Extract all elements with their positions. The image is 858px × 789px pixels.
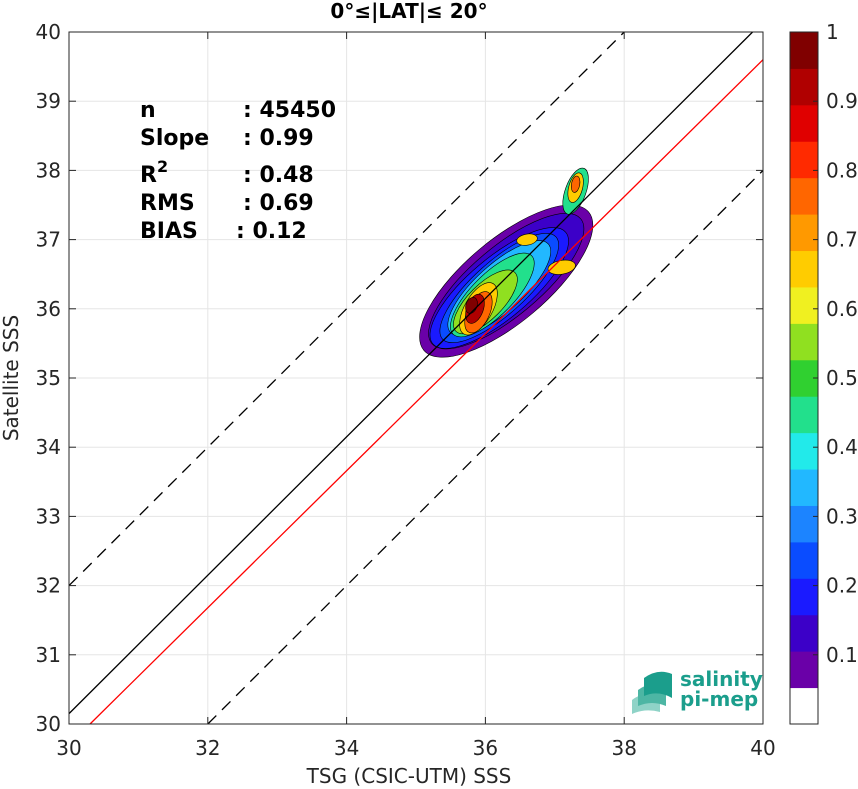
reference-lines (68, 31, 764, 725)
density-contour (547, 259, 576, 275)
stat-label: RMS (140, 191, 195, 216)
colorbar-tick-label: 0.9 (826, 89, 858, 113)
x-tick-label: 34 (334, 736, 359, 760)
colorbar-segment (790, 323, 818, 361)
y-tick-label: 35 (36, 366, 61, 390)
fit-line (89, 59, 764, 725)
x-tick-label: 36 (473, 736, 498, 760)
y-axis-label: Satellite SSS (0, 315, 23, 441)
logo-line2: pi-mep (680, 687, 758, 711)
y-tick-label: 37 (36, 228, 61, 252)
colorbar-segment (790, 505, 818, 543)
x-tick-label: 40 (750, 736, 775, 760)
y-axis-ticks: 30 31 32 33 34 35 36 37 38 39 40 (36, 20, 763, 736)
stat-value: : 0.12 (236, 219, 307, 244)
y-tick-label: 38 (36, 158, 61, 182)
colorbar-segment (790, 614, 818, 652)
colorbar-tick-label: 0.8 (826, 158, 858, 182)
colorbar-segment (790, 32, 818, 69)
logo-line1: salinity (680, 667, 763, 691)
stat-label: n (140, 98, 156, 123)
colorbar-segment (790, 432, 818, 470)
colorbar-tick-label: 0.1 (826, 643, 858, 667)
colorbar-segment (790, 250, 818, 288)
grid (69, 32, 763, 724)
chart-title: 0°≤|LAT|≤ 20° (330, 0, 487, 23)
colorbar-tick-label: 1 (826, 20, 839, 44)
colorbar-tick-label: 0.6 (826, 297, 858, 321)
colorbar-ticks: 0.1 0.2 0.3 0.4 0.5 0.6 0.7 0.8 0.9 1 (813, 20, 858, 667)
colorbar-segment (790, 651, 818, 689)
colorbar-segment (790, 141, 818, 179)
colorbar-tick-label: 0.5 (826, 366, 858, 390)
colorbar-segment (790, 469, 818, 506)
stat-value: : 0.99 (243, 126, 314, 151)
colorbar-segment (790, 687, 818, 725)
stat-label: R2 (140, 157, 168, 188)
stat-label: BIAS (140, 219, 198, 244)
colorbar-segment (790, 286, 818, 324)
colorbar-segment (790, 396, 818, 434)
colorbar-segment (790, 578, 818, 616)
stats-box: n : 45450 Slope : 0.99 R2 : 0.48 RMS : 0.69 BIAS… (140, 98, 336, 244)
colorbar-tick-label: 0.3 (826, 504, 858, 528)
density-contour (516, 233, 538, 246)
colorbar-tick-label: 0.2 (826, 574, 858, 598)
salinity-pi-mep-logo: salinity pi-mep (632, 667, 763, 714)
y-tick-label: 34 (36, 435, 61, 459)
colorbar-segment (790, 177, 818, 215)
y-tick-label: 36 (36, 297, 61, 321)
y-tick-label: 33 (36, 504, 61, 528)
density-contour (570, 175, 581, 193)
stat-value: : 45450 (243, 98, 336, 123)
x-tick-label: 30 (56, 736, 81, 760)
colorbar-segment (790, 68, 818, 106)
density-contours (419, 167, 594, 358)
colorbar-segment (790, 214, 818, 252)
identity-line (68, 31, 754, 715)
stat-superscript: 2 (157, 157, 168, 176)
stat-value: : 0.48 (243, 163, 314, 188)
colorbar-segment (790, 104, 818, 142)
colorbar (789, 31, 819, 725)
stat-label: Slope (140, 126, 209, 151)
x-axis-ticks: 30 32 34 36 38 40 (56, 32, 776, 760)
colorbar-tick-label: 0.7 (826, 228, 858, 252)
x-tick-label: 32 (195, 736, 220, 760)
upper-bound-line (68, 31, 625, 587)
y-tick-label: 40 (36, 20, 61, 44)
x-tick-label: 38 (611, 736, 636, 760)
logo-waves-icon (632, 671, 672, 714)
y-tick-label: 39 (36, 89, 61, 113)
stat-value: : 0.69 (243, 191, 314, 216)
y-tick-label: 30 (36, 712, 61, 736)
x-axis-label: TSG (CSIC-UTM) SSS (306, 764, 512, 788)
colorbar-segment (790, 541, 818, 579)
colorbar-tick-label: 0.4 (826, 435, 858, 459)
y-tick-label: 31 (36, 643, 61, 667)
lower-bound-line (207, 169, 764, 725)
y-tick-label: 32 (36, 574, 61, 598)
